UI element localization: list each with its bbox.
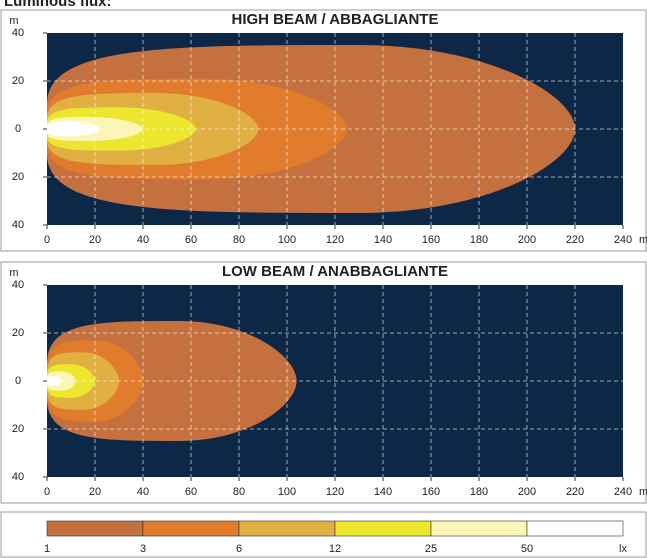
y-tick-label: 40 (12, 27, 24, 39)
y-tick-label: 0 (15, 375, 21, 387)
x-tick-label: 240 (614, 486, 632, 498)
y-tick-label: 40 (12, 219, 24, 231)
legend-swatch (334, 520, 432, 537)
legend-swatch (142, 520, 240, 537)
chart-title: HIGH BEAM / ABBAGLIANTE (232, 11, 439, 28)
x-tick-label: 0 (44, 486, 50, 498)
x-tick-label: 200 (518, 486, 536, 498)
x-tick-label: 80 (233, 234, 245, 246)
x-tick-label: 140 (374, 486, 392, 498)
isolux-area (47, 121, 100, 137)
x-tick-label: 160 (422, 234, 440, 246)
chart-title: LOW BEAM / ANABBAGLIANTE (222, 263, 448, 280)
x-tick-label: 180 (470, 234, 488, 246)
legend-label: 6 (236, 543, 242, 555)
x-tick-label: 220 (566, 234, 584, 246)
legend-unit: lx (619, 543, 627, 555)
legend-label: 50 (521, 543, 533, 555)
y-tick-label: 40 (12, 279, 24, 291)
legend-label: 3 (140, 543, 146, 555)
x-axis-label: m (639, 234, 647, 246)
legend-label: 25 (425, 543, 437, 555)
y-tick-label: 20 (12, 423, 24, 435)
legend-label: 1 (44, 543, 50, 555)
x-tick-label: 200 (518, 234, 536, 246)
y-tick-label: 0 (15, 123, 21, 135)
x-tick-label: 60 (185, 486, 197, 498)
x-tick-label: 160 (422, 486, 440, 498)
x-tick-label: 120 (326, 234, 344, 246)
x-tick-label: 20 (89, 234, 101, 246)
legend-panel (0, 511, 647, 558)
panel (0, 261, 647, 504)
x-tick-label: 0 (44, 234, 50, 246)
x-tick-label: 20 (89, 486, 101, 498)
x-tick-label: 100 (278, 486, 296, 498)
x-tick-label: 60 (185, 234, 197, 246)
x-tick-label: 180 (470, 486, 488, 498)
y-tick-label: 20 (12, 75, 24, 87)
x-tick-label: 120 (326, 486, 344, 498)
y-axis-label: m (9, 15, 18, 27)
x-tick-label: 140 (374, 234, 392, 246)
y-tick-label: 20 (12, 327, 24, 339)
page-title: Luminous flux: (4, 0, 112, 10)
legend-swatch (430, 520, 528, 537)
legend-swatch (46, 520, 144, 537)
x-tick-label: 240 (614, 234, 632, 246)
x-tick-label: 220 (566, 486, 584, 498)
x-axis-label: m (639, 486, 647, 498)
legend-label: 12 (329, 543, 341, 555)
y-axis-label: m (9, 267, 18, 279)
x-tick-label: 100 (278, 234, 296, 246)
y-tick-label: 40 (12, 471, 24, 483)
legend-swatch (526, 520, 624, 537)
x-tick-label: 40 (137, 234, 149, 246)
x-tick-label: 80 (233, 486, 245, 498)
panel (0, 9, 647, 252)
x-tick-label: 40 (137, 486, 149, 498)
legend-swatch (238, 520, 336, 537)
y-tick-label: 20 (12, 171, 24, 183)
